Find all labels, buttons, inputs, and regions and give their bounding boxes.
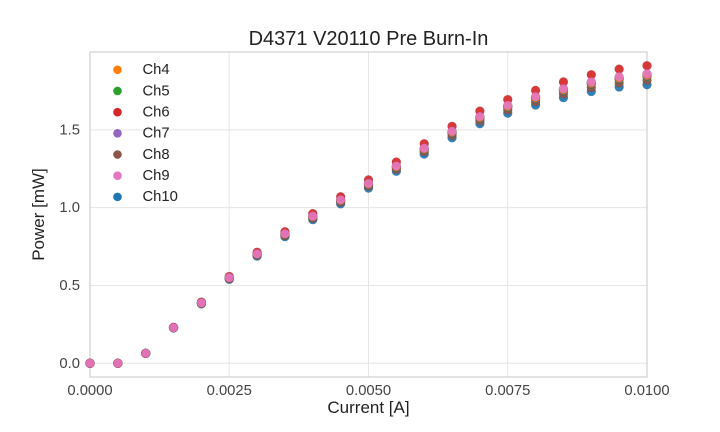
svg-text:0.0: 0.0 (59, 356, 80, 372)
svg-text:Ch6: Ch6 (143, 104, 170, 120)
svg-text:1.0: 1.0 (59, 200, 80, 216)
svg-text:Ch7: Ch7 (143, 126, 170, 142)
svg-text:0.0100: 0.0100 (624, 383, 669, 399)
svg-text:0.5: 0.5 (59, 278, 80, 294)
svg-text:1.5: 1.5 (59, 122, 80, 138)
svg-text:0.0075: 0.0075 (485, 383, 530, 399)
svg-text:Power [mW]: Power [mW] (29, 168, 48, 261)
svg-text:0.0050: 0.0050 (346, 383, 391, 399)
svg-text:Ch10: Ch10 (143, 189, 178, 205)
svg-text:0.0000: 0.0000 (67, 383, 112, 399)
svg-text:Current [A]: Current [A] (327, 398, 409, 417)
svg-text:Ch5: Ch5 (143, 83, 170, 99)
svg-text:Ch4: Ch4 (143, 62, 170, 78)
svg-text:0.0025: 0.0025 (207, 383, 252, 399)
svg-text:Ch8: Ch8 (143, 147, 170, 163)
svg-text:Ch9: Ch9 (143, 168, 170, 184)
svg-text:D4371 V20110 Pre Burn-In: D4371 V20110 Pre Burn-In (249, 28, 489, 50)
